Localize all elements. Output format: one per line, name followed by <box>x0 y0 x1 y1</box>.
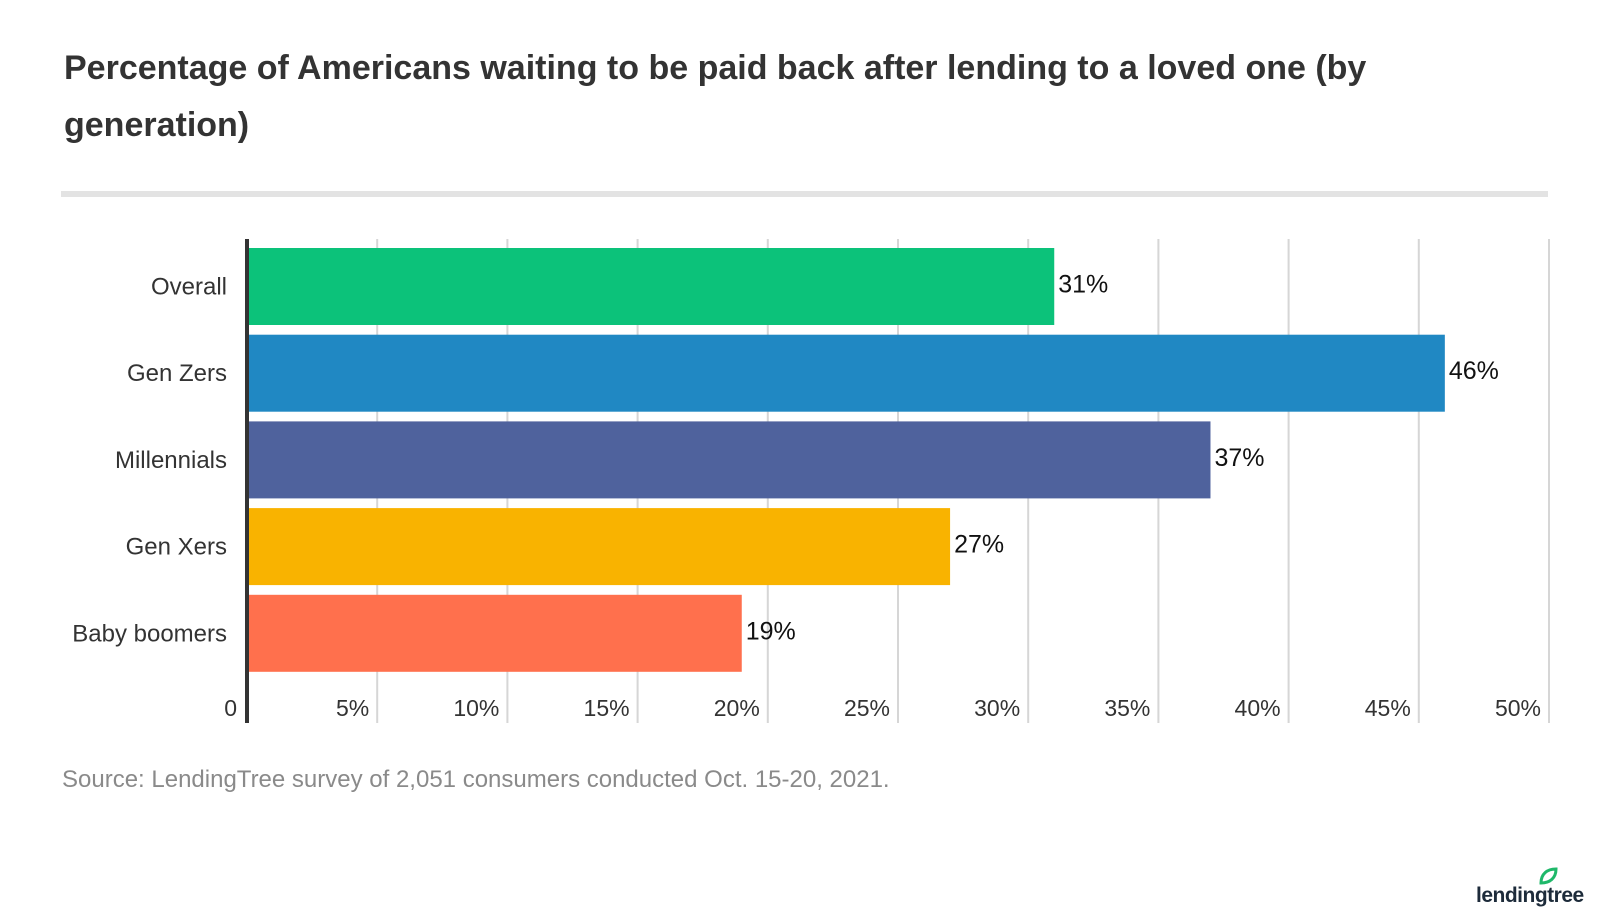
data-label: 46% <box>1449 357 1499 385</box>
data-label: 19% <box>746 617 796 645</box>
data-label: 27% <box>954 531 1004 559</box>
logo-text: lendingtree <box>1476 884 1584 907</box>
category-label: Baby boomers <box>72 620 227 647</box>
x-tick-label: 45% <box>1365 695 1411 721</box>
x-tick-label: 50% <box>1495 695 1541 721</box>
x-tick-label: 0 <box>224 695 237 721</box>
leaf-icon <box>1539 867 1558 885</box>
category-label: Gen Xers <box>126 534 227 561</box>
bar-gen-xers <box>247 508 951 586</box>
x-tick-label: 5% <box>336 695 369 721</box>
title-divider <box>61 191 1548 197</box>
category-label: Overall <box>151 274 227 301</box>
category-label: Gen Zers <box>127 360 227 387</box>
data-label: 31% <box>1058 271 1108 299</box>
bar-overall <box>247 248 1055 325</box>
x-tick-label: 35% <box>1104 695 1150 721</box>
bar-baby-boomers <box>247 594 742 672</box>
x-tick-label: 30% <box>974 695 1020 721</box>
lendingtree-logo: lendingtree <box>1476 867 1586 908</box>
x-tick-label: 40% <box>1235 695 1281 721</box>
data-label: 37% <box>1214 444 1264 472</box>
category-label: Millennials <box>115 447 227 474</box>
bar-millennials <box>247 421 1211 499</box>
bar-gen-zers <box>247 334 1445 412</box>
x-tick-label: 10% <box>453 695 499 721</box>
chart-title: Percentage of Americans waiting to be pa… <box>64 49 1367 144</box>
source-note: Source: LendingTree survey of 2,051 cons… <box>62 766 890 793</box>
x-tick-label: 15% <box>584 695 630 721</box>
x-tick-label: 25% <box>844 695 890 721</box>
x-tick-label: 20% <box>714 695 760 721</box>
